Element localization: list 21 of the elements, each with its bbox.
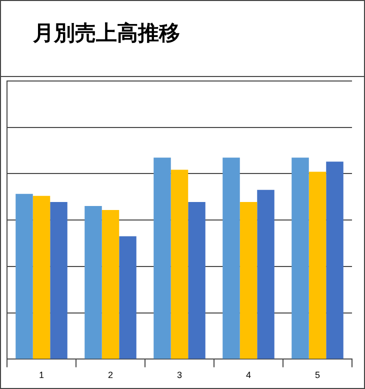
bar — [188, 202, 206, 359]
bar — [154, 158, 171, 359]
bar — [292, 158, 309, 359]
x-tick-label: 4 — [246, 370, 252, 380]
bar — [32, 196, 50, 359]
bar — [257, 190, 274, 359]
bar — [16, 194, 33, 359]
bar — [119, 236, 136, 359]
bar — [84, 206, 102, 359]
x-tick-label: 3 — [176, 370, 182, 380]
bar — [308, 172, 326, 359]
bar — [50, 202, 68, 359]
chart-title: 月別売上高推移 — [1, 1, 364, 77]
x-tick-label: 1 — [38, 370, 44, 380]
bar — [102, 210, 120, 359]
bar — [240, 202, 258, 359]
bar — [170, 170, 188, 359]
x-tick-label: 2 — [108, 370, 114, 380]
x-tick-label: 5 — [314, 370, 320, 380]
bar — [222, 158, 240, 359]
bar — [326, 162, 344, 359]
